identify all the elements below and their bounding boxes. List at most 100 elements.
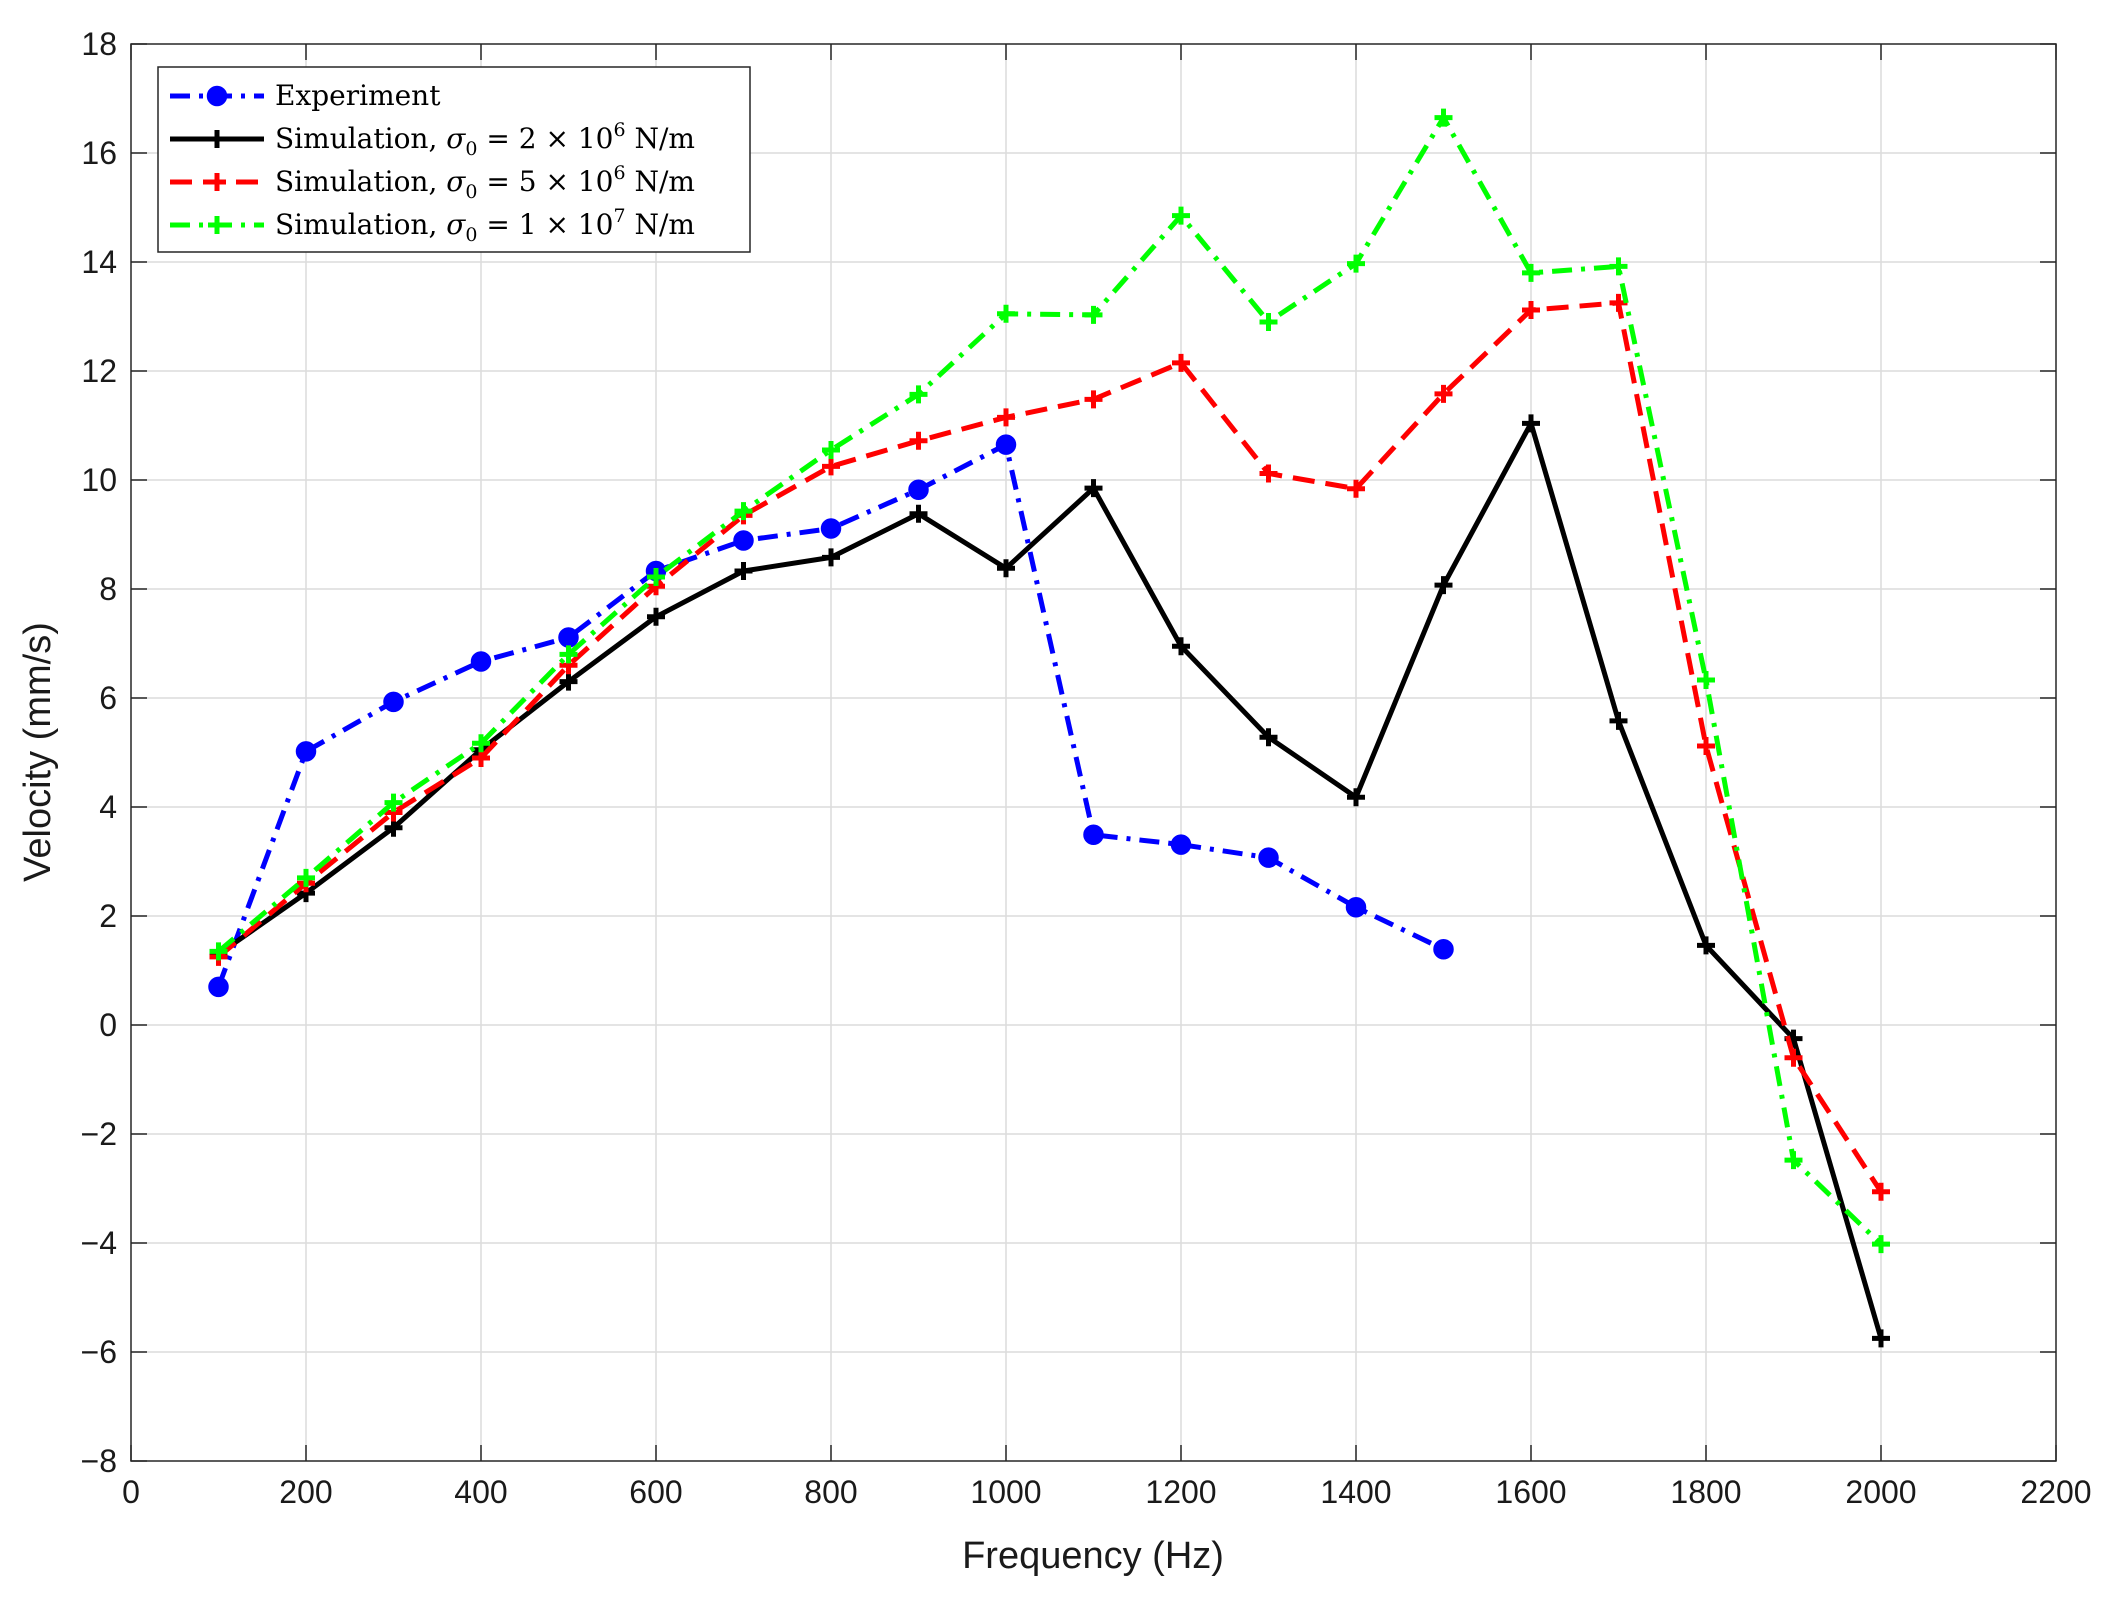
data-point — [384, 793, 403, 812]
plot-area — [131, 44, 2056, 1461]
data-point — [1347, 788, 1365, 807]
data-point — [559, 645, 578, 664]
data-point — [384, 818, 403, 837]
data-point — [1522, 263, 1540, 282]
data-point — [1347, 479, 1365, 498]
data-point — [1522, 414, 1540, 433]
series-3 — [209, 108, 1890, 1254]
data-point — [472, 734, 490, 753]
data-point — [734, 502, 753, 521]
x-tick-label: 1600 — [1495, 1474, 1566, 1510]
y-tick-label: 12 — [81, 353, 117, 389]
data-point — [1172, 637, 1190, 656]
y-tick-label: 2 — [99, 898, 117, 934]
data-point — [1784, 1151, 1803, 1170]
y-tick-label: −6 — [81, 1334, 117, 1370]
data-point — [1697, 736, 1715, 755]
legend-entry: Simulation, σ0 = 2 × 106 N/m — [170, 119, 695, 160]
data-point — [909, 431, 928, 450]
y-tick-label: −4 — [81, 1225, 117, 1261]
data-point — [1434, 576, 1453, 595]
data-point — [733, 530, 754, 551]
x-tick-label: 2200 — [2020, 1474, 2091, 1510]
legend-label: Experiment — [275, 79, 441, 112]
data-point — [1609, 257, 1628, 276]
data-point — [822, 441, 840, 460]
x-tick-label: 200 — [279, 1474, 332, 1510]
legend-marker — [206, 85, 228, 107]
data-point — [997, 559, 1015, 578]
series-group — [208, 108, 1890, 1348]
x-axis-label: Frequency (Hz) — [962, 1535, 1224, 1577]
x-tick-label: 1000 — [970, 1474, 1041, 1510]
x-tick-label: 1400 — [1320, 1474, 1391, 1510]
data-point — [1433, 938, 1454, 960]
data-point — [558, 627, 579, 648]
grid — [131, 44, 2056, 1461]
plot-frame — [130, 43, 2057, 1462]
legend-marker — [208, 173, 226, 191]
data-point — [997, 304, 1015, 323]
data-point — [1083, 824, 1104, 846]
x-tick-label: 1200 — [1145, 1474, 1216, 1510]
data-point — [1258, 847, 1279, 868]
data-point — [647, 568, 665, 587]
data-point — [1434, 108, 1453, 127]
x-tick-label: 1800 — [1670, 1474, 1741, 1510]
data-point — [559, 672, 578, 691]
data-point — [209, 942, 228, 961]
data-point — [1170, 834, 1192, 855]
data-point — [822, 548, 840, 567]
y-tick-label: 8 — [99, 571, 117, 607]
data-point — [1084, 390, 1103, 409]
data-point — [1784, 1048, 1803, 1067]
legend-marker — [208, 130, 226, 148]
data-point — [1434, 384, 1453, 403]
y-tick-label: 14 — [81, 244, 117, 280]
data-point — [1259, 464, 1278, 483]
data-point — [1697, 936, 1715, 955]
data-point — [909, 385, 928, 404]
legend-label: Simulation, σ0 = 1 × 107 N/m — [275, 205, 695, 246]
y-tick-label: 4 — [99, 789, 117, 825]
x-tick-label: 400 — [454, 1474, 507, 1510]
y-axis-label: Velocity (mm/s) — [17, 622, 59, 882]
x-tick-label: 800 — [804, 1474, 857, 1510]
data-point — [995, 434, 1017, 455]
series-line — [216, 300, 1884, 1194]
y-tick-label: 10 — [81, 462, 117, 498]
data-point — [822, 457, 840, 476]
data-point — [297, 868, 315, 887]
data-point — [1347, 254, 1365, 273]
data-point — [1084, 479, 1103, 498]
y-tick-label: 6 — [99, 680, 117, 716]
data-point — [383, 691, 404, 713]
data-point — [1259, 312, 1278, 331]
data-point — [208, 976, 229, 998]
series-line — [217, 420, 1884, 1340]
data-point — [997, 408, 1015, 427]
legend-entry: Simulation, σ0 = 1 × 107 N/m — [170, 205, 695, 246]
y-tick-label: −2 — [81, 1116, 117, 1152]
data-point — [1084, 305, 1103, 324]
data-point — [1872, 1182, 1890, 1201]
ticks: 0 200 400 600 800 1000 1200 1400 1600 1800 2000 220… — [81, 26, 2092, 1510]
data-point — [1872, 1329, 1890, 1348]
y-tick-label: 0 — [99, 1007, 117, 1043]
y-tick-label: −8 — [81, 1443, 117, 1479]
data-point — [1522, 300, 1540, 319]
data-point — [1345, 897, 1367, 918]
data-point — [1872, 1235, 1890, 1254]
series-line — [216, 115, 1883, 1246]
legend-marker — [208, 216, 226, 234]
y-tick-label: 16 — [81, 135, 117, 171]
data-point — [909, 504, 928, 523]
data-point — [1697, 671, 1715, 690]
x-tick-label: 2000 — [1845, 1474, 1916, 1510]
legend-entry: Simulation, σ0 = 5 × 106 N/m — [170, 162, 695, 203]
legend-entry: Experiment — [170, 79, 441, 112]
data-point — [295, 741, 317, 762]
data-point — [820, 518, 842, 539]
